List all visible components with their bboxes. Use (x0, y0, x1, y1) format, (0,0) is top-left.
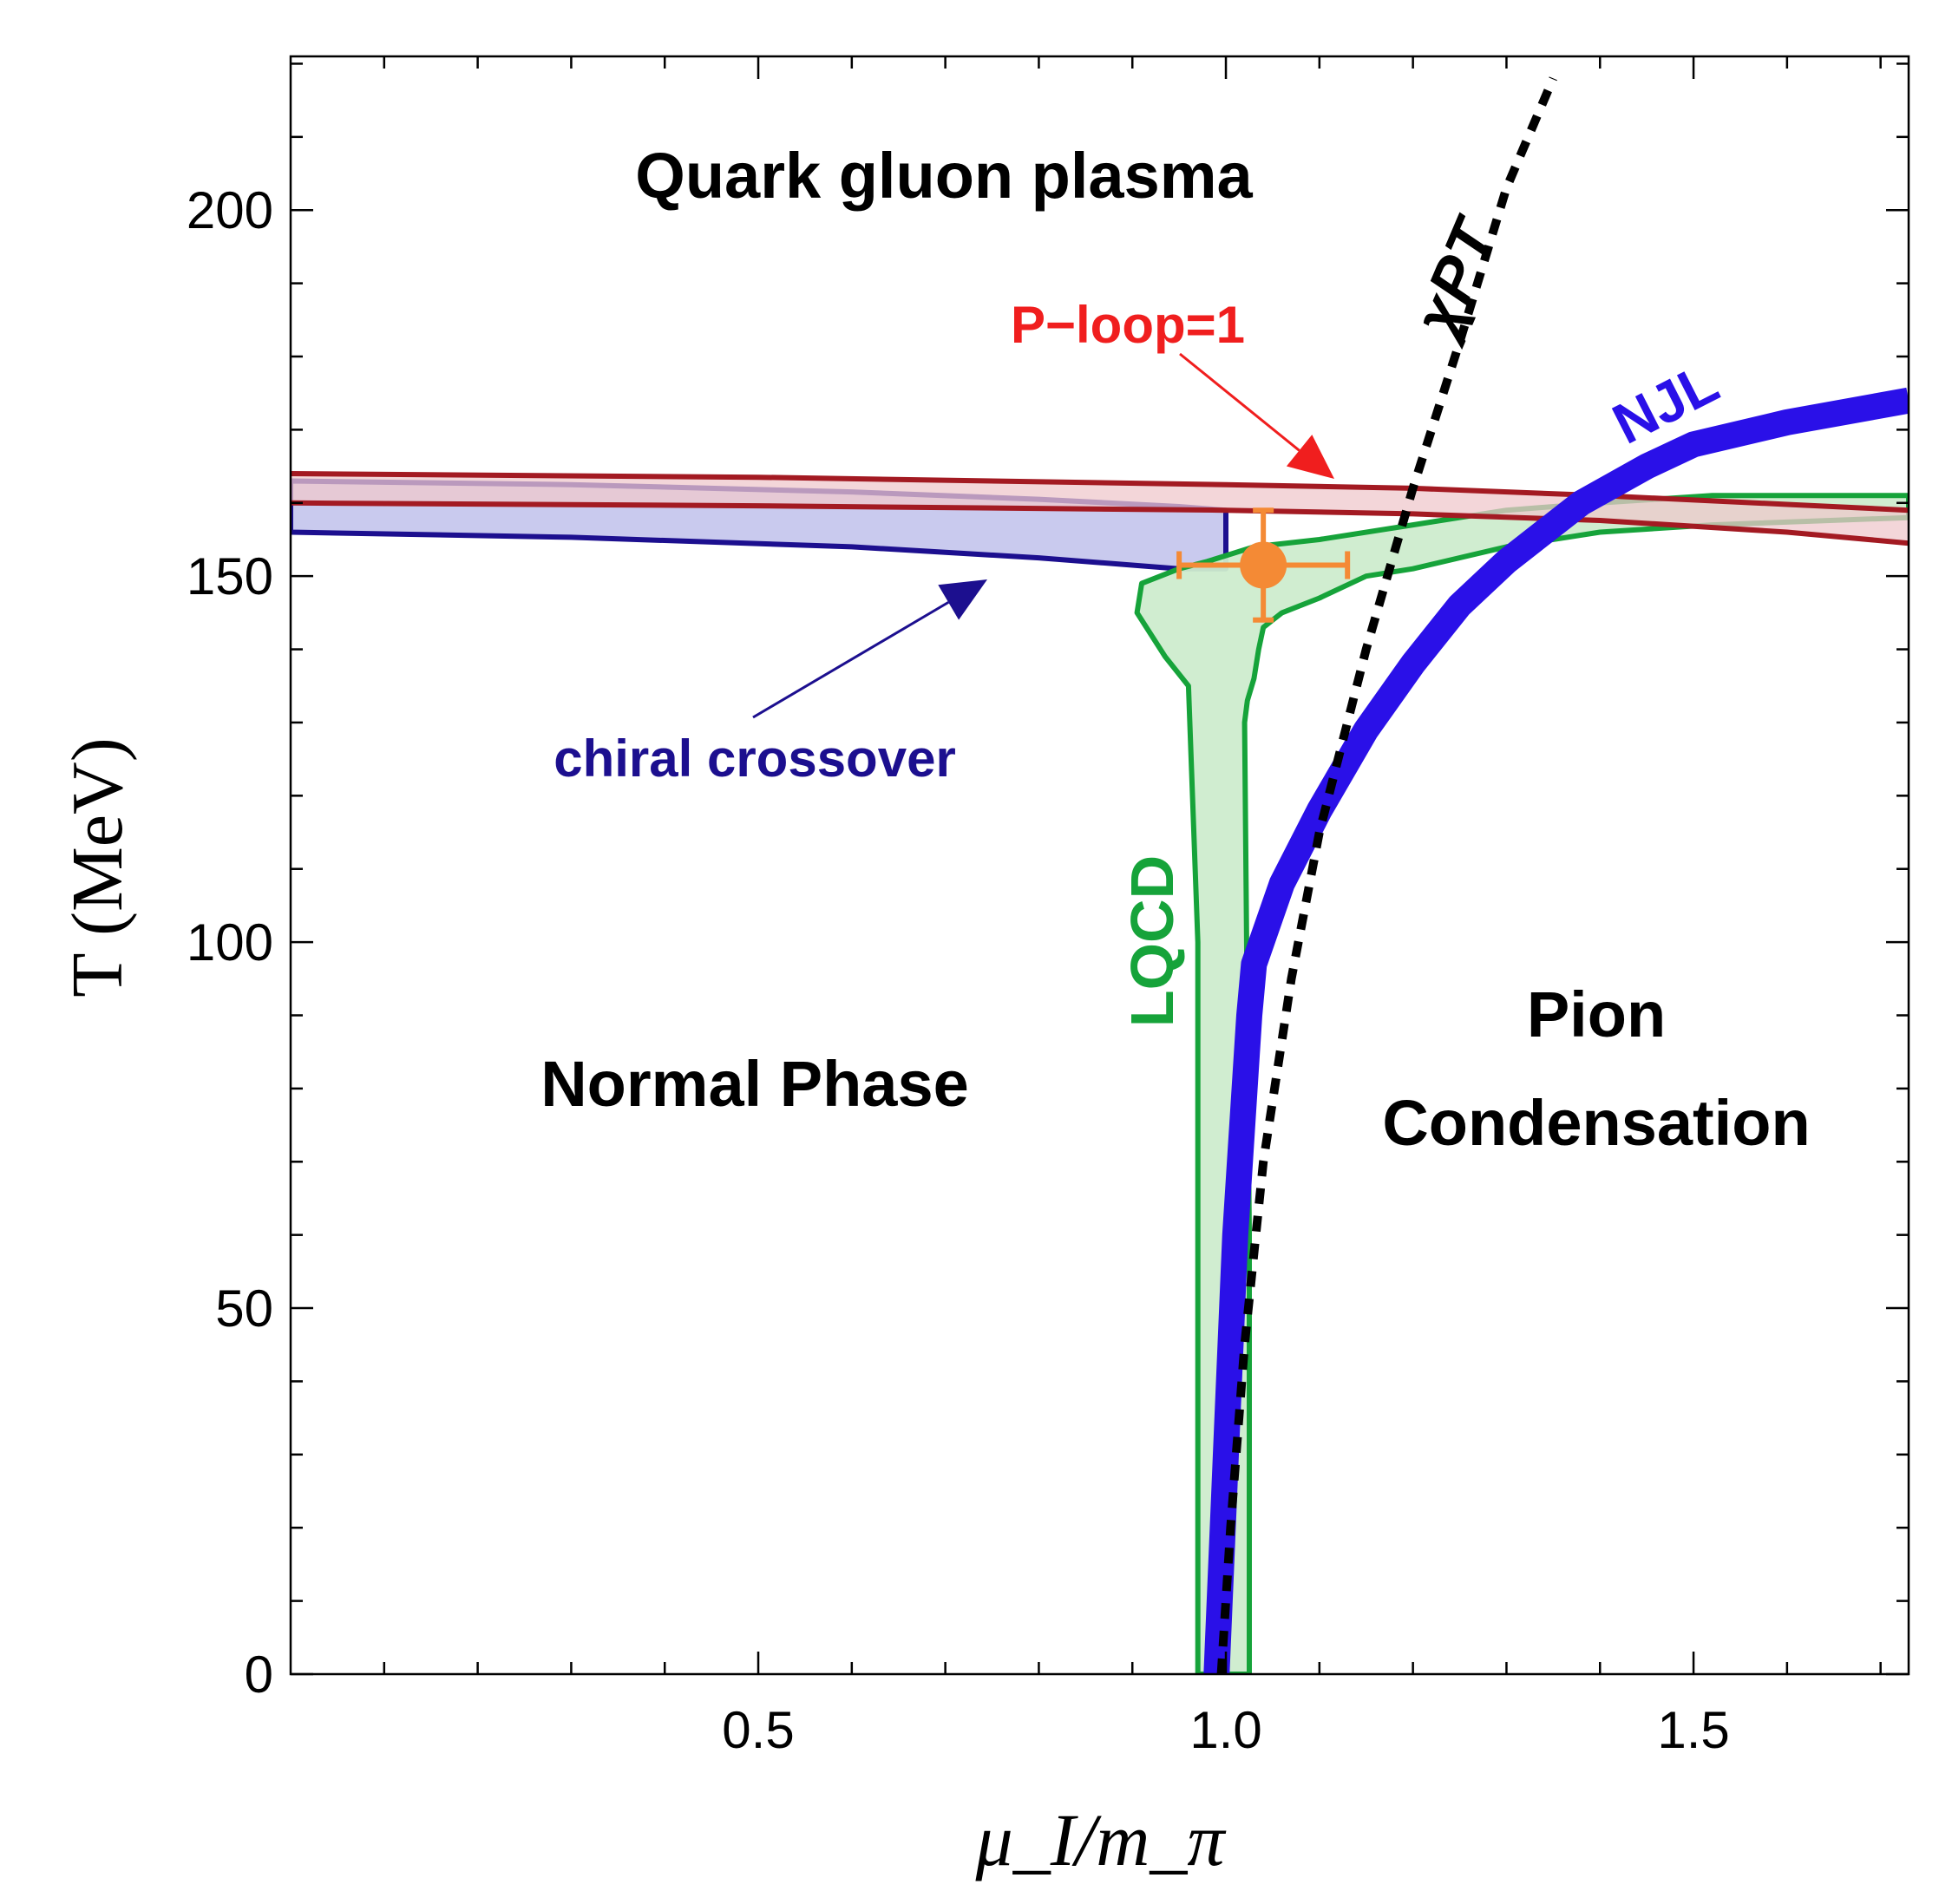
annotation-arrows (752, 352, 1334, 719)
x-tick-label: 1.5 (1657, 1701, 1729, 1759)
curves (1203, 76, 1909, 1674)
label-condensation: Condensation (1382, 1087, 1810, 1159)
label-quark-gluon-plasma: Quark gluon plasma (635, 140, 1253, 212)
label-normal-phase: Normal Phase (540, 1048, 969, 1120)
x-axis-title: μ_I/m_π (975, 1798, 1228, 1881)
label-pion: Pion (1527, 978, 1666, 1050)
chiral-arrow-head (938, 579, 987, 620)
ploop-arrow-head (1286, 435, 1334, 479)
y-tick-label: 100 (187, 913, 273, 972)
plot-frame (289, 55, 1910, 1676)
x-tick-label: 0.5 (722, 1701, 794, 1759)
label-chiral-crossover: chiral crossover (554, 730, 956, 788)
y-tick-label: 50 (215, 1279, 273, 1338)
ploop-arrow-shaft (1179, 352, 1300, 452)
x-tick-label: 1.0 (1189, 1701, 1261, 1759)
xpt-line (1216, 76, 1557, 1674)
band-fills (291, 471, 1909, 1674)
label-ploop: P−loop=1 (1011, 296, 1245, 354)
chiral-arrow-shaft (752, 601, 949, 719)
y-tick-label: 200 (187, 181, 273, 239)
ploop-lower-line (291, 500, 1909, 546)
label-lqcd: LQCD (1118, 855, 1186, 1027)
lattice-point (1240, 541, 1287, 589)
njl-line (1203, 387, 1909, 1674)
axis-tick-labels: 0.5 1.0 1.5 0 50 100 150 200 (187, 181, 1730, 1759)
lattice-point-group (1176, 507, 1351, 623)
y-tick-label: 150 (187, 547, 273, 605)
axis-ticks (291, 56, 1909, 1676)
y-axis-title: T (MeV) (57, 737, 138, 997)
y-tick-label: 0 (245, 1646, 273, 1704)
